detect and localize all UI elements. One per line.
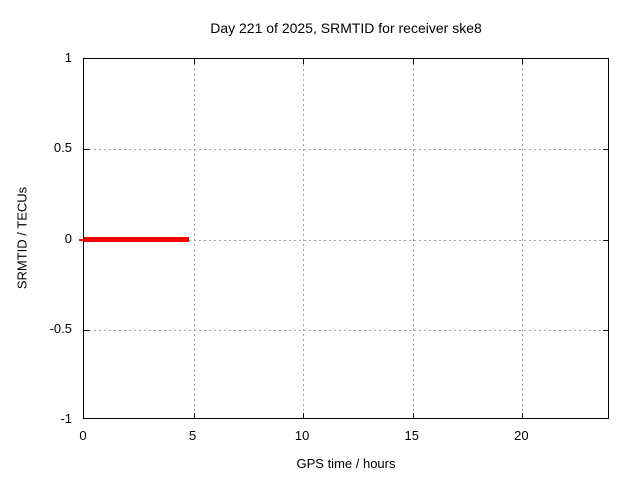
chart-title: Day 221 of 2025, SRMTID for receiver ske… [210,20,482,36]
series-line [84,237,190,242]
x-tick-mark-top [303,59,305,64]
y-tick-mark-left [84,329,89,331]
x-tick-mark-bottom [303,413,305,418]
x-tick-label: 10 [294,428,310,443]
x-tick-mark-top [412,59,414,64]
x-tick-mark-top [193,59,195,64]
x-gridline [522,59,524,418]
y-tick-label: 1 [64,50,72,65]
x-gridline [412,59,414,418]
x-tick-mark-bottom [193,413,195,418]
x-tick-label: 15 [404,428,419,443]
x-tick-label: 5 [188,428,197,443]
y-tick-label: 0 [64,230,72,246]
x-tick-label: 20 [514,428,529,443]
plot-area [79,58,609,419]
y-tick-mark-right [603,329,608,331]
y-gridline [84,149,608,151]
y-tick-mark-left [84,149,89,151]
y-gridline [84,329,608,331]
x-axis-title: GPS time / hours [296,456,396,471]
x-tick-mark-bottom [412,413,414,418]
y-tick-label: -0.5 [49,320,72,336]
y-tick-label: -1 [60,411,72,426]
x-tick-mark-top [522,59,524,64]
x-gridline [193,59,195,418]
y-tick-label: 0.5 [53,140,72,156]
x-gridline [303,59,305,418]
y-gridline [84,239,608,241]
x-tick-label: 0 [79,428,87,443]
series-line-start-cap [79,238,84,241]
y-tick-mark-right [603,149,608,151]
x-tick-mark-bottom [522,413,524,418]
y-tick-mark-right [603,239,608,241]
